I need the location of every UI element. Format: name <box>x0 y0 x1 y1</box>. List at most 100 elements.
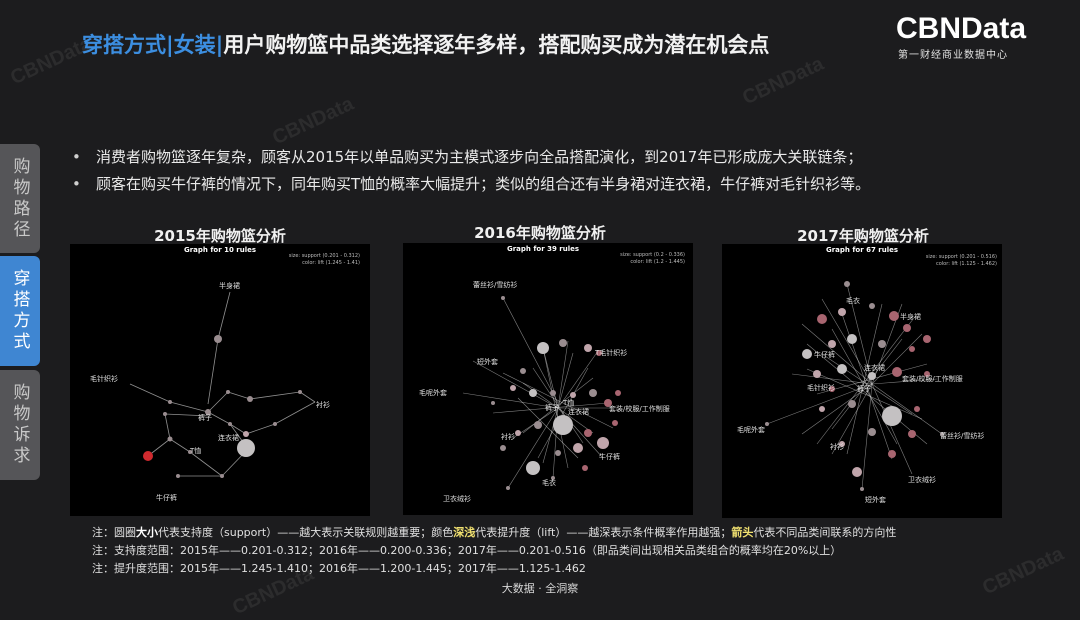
graph-node <box>551 476 555 480</box>
node-label: 半身裙 <box>900 312 921 321</box>
graph-node <box>878 340 886 348</box>
chart-title-2017: 2017年购物篮分析 <box>797 227 929 245</box>
graph-node <box>220 474 224 478</box>
node-label: 毛衣 <box>542 478 556 487</box>
node-label: 裤子 <box>857 384 871 393</box>
logo-subtitle: 第一财经商业数据中心 <box>898 50 1008 61</box>
graph-node <box>909 346 915 352</box>
bullet-item: • 消费者购物篮逐年复杂，顾客从2015年以单品购买为主模式逐步向全品搭配演化，到… <box>72 144 1072 171</box>
graph-node <box>765 422 769 426</box>
graph-node <box>226 390 230 394</box>
graph-edge <box>129 383 171 403</box>
network-graph-2015: Graph for 10 rules size: support (0.201 … <box>70 244 370 516</box>
graph-edge <box>871 378 938 385</box>
graph-node <box>237 439 255 457</box>
graph-node <box>168 400 172 404</box>
graph-edge <box>227 391 251 400</box>
graph-edge <box>557 340 569 409</box>
graph-node <box>813 370 821 378</box>
graph-edge <box>542 352 574 464</box>
graph-edge <box>806 343 928 445</box>
graph-edge <box>542 347 559 409</box>
graph-edge <box>274 401 316 425</box>
graph-node <box>802 349 812 359</box>
graph-labels: 蕾丝衫/雪纺衫 短外套 T毛针织衫 毛呢外套 裤子 T恤 连衣裙 套装/校服/工… <box>419 280 670 503</box>
graph-node <box>500 445 506 451</box>
graph-edge <box>164 413 171 440</box>
graph-edge <box>189 451 223 477</box>
graph-labels: 半身裙 毛针织衫 衬衫 裤子 连衣裙 T恤 牛仔裤 <box>90 281 330 502</box>
graph-node <box>243 431 249 437</box>
graph-node <box>882 406 902 426</box>
graph-node <box>205 409 211 415</box>
graph-edge <box>801 323 873 385</box>
graph-subtitle: Graph for 67 rules <box>826 246 898 254</box>
graph-node <box>615 390 621 396</box>
graph-node <box>570 392 576 398</box>
graph-edges <box>766 283 943 490</box>
side-tab-shopping-needs[interactable]: 购物诉求 <box>0 370 40 480</box>
graph-node <box>888 450 896 458</box>
node-label: 套装/校服/工作制服 <box>609 404 670 413</box>
node-label: 毛针织衫 <box>90 374 118 383</box>
graph-node <box>555 450 561 456</box>
graph-nodes <box>143 335 302 478</box>
graph-node <box>940 432 944 436</box>
node-label: 裤子 <box>545 403 559 412</box>
graph-edge <box>245 423 276 435</box>
graph-node <box>852 467 862 477</box>
graph-node <box>143 451 153 461</box>
graph-nodes <box>765 281 944 491</box>
node-label: T恤 <box>189 446 201 455</box>
watermark: CBNData <box>739 52 828 110</box>
graph-edge <box>846 283 873 385</box>
node-label: 套装/校服/工作制服 <box>902 374 963 383</box>
graph-node <box>188 450 192 454</box>
graph-node <box>559 339 567 347</box>
graph-edge <box>542 347 569 469</box>
network-graph-2017: Graph for 67 rules size: support (0.201 … <box>722 244 1002 518</box>
network-graph-2016: Graph for 39 rules size: support (0.2 - … <box>403 243 693 515</box>
graph-edge <box>507 407 559 489</box>
graph-node <box>597 437 609 449</box>
node-label: 衬衫 <box>830 442 844 451</box>
graph-node <box>167 436 173 442</box>
graph-edge <box>299 391 316 403</box>
graph-node <box>869 303 875 309</box>
graph-node <box>510 385 516 391</box>
graph-edge <box>207 391 229 413</box>
graph-node <box>889 311 899 321</box>
graph-node <box>848 400 856 408</box>
graph-node <box>924 371 930 377</box>
graph-node <box>914 406 920 412</box>
side-tab-outfit-style[interactable]: 穿搭方式 <box>0 256 40 366</box>
footer-slogan: 大数据 · 全洞察 <box>501 582 579 595</box>
bullet-list: • 消费者购物篮逐年复杂，顾客从2015年以单品购买为主模式逐步向全品搭配演化，到… <box>72 144 1072 198</box>
node-label: 毛衣 <box>846 296 860 305</box>
graph-node <box>247 396 253 402</box>
graph-subtitle: Graph for 39 rules <box>507 245 579 253</box>
title-rest: 用户购物篮中品类选择逐年多样，搭配购买成为潜在机会点 <box>223 33 770 57</box>
graph-node <box>515 430 521 436</box>
graph-node <box>868 428 876 436</box>
graph-node <box>526 461 540 475</box>
graph-node <box>819 406 825 412</box>
graph-edge <box>831 383 873 455</box>
graph-node <box>828 340 836 348</box>
graph-node <box>868 372 876 380</box>
graph-node <box>604 399 612 407</box>
watermark: CBNData <box>269 92 358 150</box>
graph-edge <box>816 313 918 445</box>
page-title: 穿搭方式|女装|用户购物篮中品类选择逐年多样，搭配购买成为潜在机会点 <box>82 31 872 60</box>
node-label: 毛呢外套 <box>737 425 765 434</box>
graph-edges <box>129 291 316 477</box>
graph-labels: 毛衣 半身裙 牛仔裤 毛针织衫 连衣裙 裤子 套装/校服/工作制服 毛呢外套 蕾… <box>737 296 984 504</box>
side-tab-shopping-path[interactable]: 购物路径 <box>0 144 40 253</box>
graph-edge <box>821 298 873 385</box>
node-label: 连衣裙 <box>218 433 239 442</box>
bullet-dot-icon: • <box>72 148 81 166</box>
graph-edge <box>169 401 209 413</box>
footnote-lift: 注：提升度范围：2015年——1.245-1.410；2016年——1.200-… <box>92 562 586 575</box>
node-label: 蕾丝衫/雪纺衫 <box>940 431 984 440</box>
graph-node <box>817 314 827 324</box>
